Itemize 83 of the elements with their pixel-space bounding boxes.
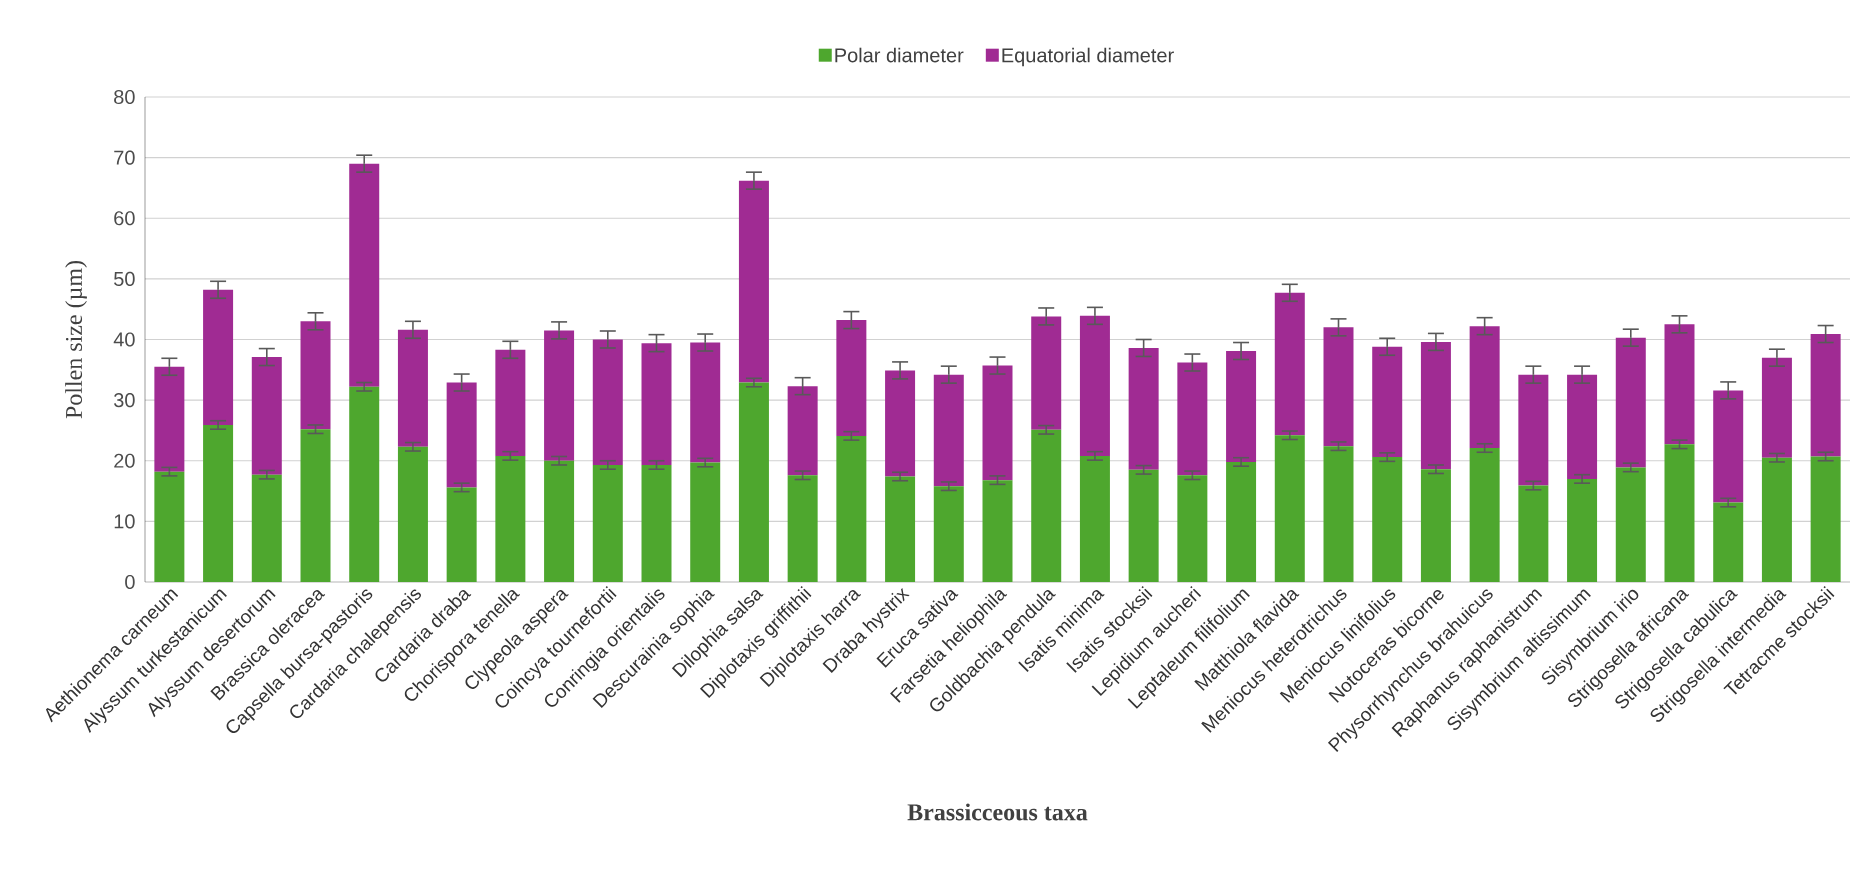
bar [1177, 475, 1208, 582]
bar [1761, 357, 1792, 458]
bar [349, 386, 380, 582]
bar [933, 374, 964, 487]
bar [592, 339, 623, 465]
bar [1713, 502, 1744, 582]
bar [1274, 435, 1305, 582]
bar [1761, 457, 1792, 582]
bar [397, 446, 428, 582]
bar [1031, 429, 1062, 582]
bar [1177, 362, 1208, 476]
bar [1615, 467, 1646, 582]
bar [1469, 448, 1500, 582]
bar [1079, 455, 1110, 582]
bar [1372, 457, 1403, 582]
y-tick-label: 10 [114, 514, 135, 529]
bar [1567, 374, 1598, 479]
bar [1810, 456, 1841, 582]
bar [592, 464, 623, 582]
bar [1079, 315, 1110, 456]
bar [738, 180, 769, 383]
y-tick-label: 60 [114, 211, 135, 226]
bar [1128, 347, 1159, 470]
y-tick-label: 40 [113, 332, 135, 347]
bar [544, 460, 575, 582]
bar [397, 329, 428, 447]
bar [1469, 326, 1500, 449]
bar [690, 342, 721, 463]
bar [251, 357, 282, 475]
bar [641, 464, 672, 582]
bar [495, 455, 526, 582]
bar [690, 462, 721, 582]
bar [1226, 351, 1257, 462]
legend-label: Polar diameter [835, 47, 964, 63]
bar [203, 289, 234, 425]
bar [446, 487, 477, 582]
y-tick-label: 0 [125, 574, 135, 590]
bar [641, 343, 672, 465]
bar [836, 320, 867, 436]
bar [836, 435, 867, 582]
bar [154, 366, 185, 472]
bar [1128, 469, 1159, 582]
bar [1031, 316, 1062, 430]
bar [446, 382, 477, 488]
y-tick-label: 20 [114, 453, 135, 468]
bar [1323, 327, 1354, 447]
bar [1323, 446, 1354, 582]
bar [1420, 469, 1451, 582]
y-tick-label: 70 [114, 150, 135, 165]
bar [1518, 485, 1549, 582]
bar [1810, 334, 1841, 457]
bar [933, 486, 964, 582]
bar [495, 349, 526, 456]
bar [300, 429, 331, 582]
y-axis-title: Pollen size (µm) [65, 260, 87, 419]
bar [1226, 461, 1257, 582]
bar [1372, 346, 1403, 458]
bar [203, 424, 234, 582]
bar [885, 476, 916, 582]
bar [1664, 324, 1695, 445]
bar [1420, 341, 1451, 470]
bar [1274, 292, 1305, 436]
x-axis-title: Brassicceous taxa [907, 803, 1088, 821]
bar [738, 382, 769, 582]
y-tick-label: 80 [114, 89, 135, 105]
bar [1664, 444, 1695, 582]
y-tick-label: 50 [114, 271, 135, 286]
bar [1615, 337, 1646, 468]
y-tick-label: 30 [114, 393, 135, 408]
bar [349, 163, 380, 387]
bar [251, 474, 282, 582]
bar [982, 480, 1013, 582]
bar [300, 321, 331, 430]
bar [1567, 478, 1598, 582]
bar [885, 370, 916, 477]
bar [1518, 374, 1549, 486]
bar [787, 386, 818, 476]
bar [1713, 390, 1744, 503]
bar [982, 365, 1013, 481]
bar [544, 330, 575, 461]
bar [787, 475, 818, 582]
legend-label: Equatorial diameter [1002, 47, 1174, 67]
bar [154, 471, 185, 582]
